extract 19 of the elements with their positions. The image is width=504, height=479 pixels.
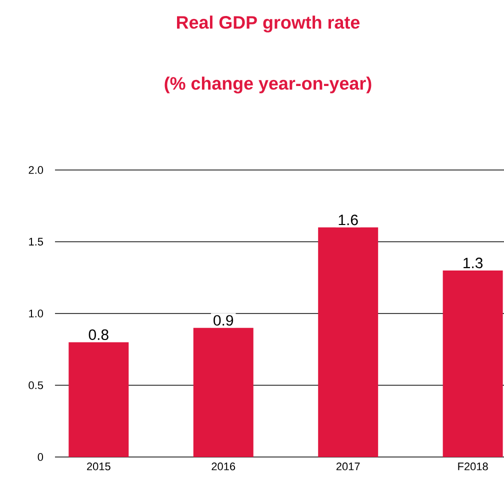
y-tick-label: 0.5 xyxy=(28,381,44,390)
x-tick-label: 2017 xyxy=(336,462,360,470)
data-label: 0.8 xyxy=(88,329,108,340)
y-tick-label: 1.5 xyxy=(29,238,44,246)
data-label: 0.9 xyxy=(214,315,234,326)
data-label: 1.6 xyxy=(338,214,358,226)
bar xyxy=(193,328,254,457)
x-tick-label: F2018 xyxy=(458,462,488,470)
y-tick-label: 1.0 xyxy=(29,310,44,318)
y-tick-label: 2.0 xyxy=(28,166,44,174)
chart-subtitle: (% change year-on-year) xyxy=(164,76,372,94)
bar xyxy=(68,342,129,457)
data-label: 1.3 xyxy=(464,258,483,268)
x-tick-label: 2015 xyxy=(87,462,110,470)
y-tick-label: 0 xyxy=(38,453,44,461)
bar xyxy=(318,227,378,457)
x-tick-label: 2016 xyxy=(212,462,236,470)
bar xyxy=(442,270,503,457)
chart-title: Real GDP growth rate xyxy=(177,16,360,32)
